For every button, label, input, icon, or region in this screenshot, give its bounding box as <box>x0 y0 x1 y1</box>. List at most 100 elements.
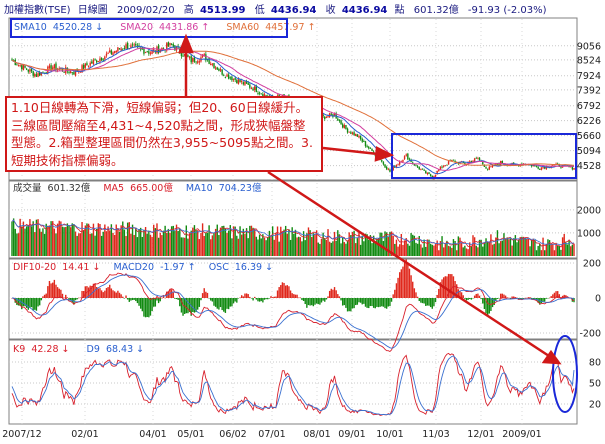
osc-bar <box>368 298 370 309</box>
kd-y-tick: 80 <box>589 358 601 369</box>
osc-bar <box>301 298 303 301</box>
volume-bar <box>179 229 181 256</box>
candle-body <box>229 77 231 79</box>
osc-bar <box>451 274 453 298</box>
candle-body <box>231 76 233 81</box>
osc-bar <box>398 272 401 298</box>
volume-ma10-line <box>11 219 575 246</box>
volume-bar <box>40 231 43 256</box>
x-tick-label: 2009/01 <box>502 429 541 440</box>
volume-bar <box>328 241 331 256</box>
osc-bar <box>345 298 347 308</box>
volume-bar <box>164 225 166 256</box>
osc-bar <box>454 281 456 298</box>
volume-bar <box>532 238 534 256</box>
osc-bar <box>385 298 388 309</box>
candle-body <box>19 65 21 67</box>
candle-body <box>363 141 365 142</box>
osc-bar <box>177 298 179 300</box>
osc-bar <box>188 298 191 312</box>
osc-bar <box>369 298 372 307</box>
volume-bar <box>117 228 119 256</box>
candle-body <box>263 94 266 98</box>
osc-bar <box>276 290 279 298</box>
volume-bar <box>431 244 433 256</box>
osc-bar <box>239 297 241 298</box>
osc-bar <box>506 297 508 298</box>
volume-bar <box>193 225 196 256</box>
volume-bar <box>299 237 302 256</box>
arrow-head-legend-icon <box>178 33 194 54</box>
osc-bar <box>161 297 163 299</box>
volume-bar <box>30 226 33 256</box>
candle-body <box>451 159 453 162</box>
candle-body <box>534 165 536 166</box>
osc-bar <box>255 298 258 300</box>
candle-body <box>87 66 90 67</box>
volume-bar <box>240 234 243 256</box>
osc-bar <box>527 297 530 298</box>
candle-body <box>201 54 204 57</box>
candle-body <box>107 53 109 55</box>
price-legend: SMA10 4520.28 ↓ SMA20 4431.86 ↑ SMA60 44… <box>14 22 316 33</box>
osc-bar <box>55 284 57 298</box>
candle-body <box>571 166 574 170</box>
osc-bar <box>514 297 517 298</box>
osc-bar <box>268 298 271 299</box>
legend-dif-value: 14.41 <box>62 262 89 273</box>
volume-y-tick: 1000 <box>577 228 601 239</box>
candle-body <box>167 42 170 47</box>
volume-bar <box>480 239 482 256</box>
volume-bar <box>105 231 108 256</box>
volume-bar <box>162 230 165 256</box>
candle-body <box>37 73 39 77</box>
candle-body <box>61 69 64 71</box>
volume-bar <box>74 231 77 256</box>
osc-bar <box>91 285 93 298</box>
osc-bar <box>524 297 526 299</box>
volume-bar <box>325 239 328 256</box>
candle-body <box>45 72 47 74</box>
price-y-tick: 4528 <box>577 161 601 172</box>
osc-bar <box>456 284 458 298</box>
osc-bar <box>558 294 561 298</box>
volume-bar <box>423 239 425 256</box>
osc-bar <box>508 297 510 299</box>
osc-bar <box>135 298 137 302</box>
candle-body <box>104 56 106 60</box>
volume-bar <box>389 232 391 256</box>
volume-bar <box>446 240 448 256</box>
volume-bar <box>32 221 34 256</box>
osc-bar <box>371 298 373 307</box>
osc-bar <box>208 298 210 299</box>
volume-bar <box>361 235 363 256</box>
volume-bar <box>433 245 435 256</box>
header-low-label: 低 <box>255 3 265 16</box>
volume-bar <box>309 230 311 256</box>
volume-bar <box>426 239 429 256</box>
legend-macd-name: MACD20 <box>113 262 154 273</box>
osc-bar <box>37 298 39 307</box>
volume-bar <box>482 246 484 256</box>
header-unit: 點 <box>395 3 405 16</box>
candle-body <box>364 141 367 147</box>
volume-bar <box>123 229 126 256</box>
osc-bar <box>193 298 196 313</box>
candle-body <box>491 165 494 167</box>
volume-bar <box>368 239 370 256</box>
candle-body <box>53 64 56 69</box>
volume-bar <box>452 239 455 256</box>
candle-body <box>506 164 508 166</box>
candle-body <box>371 148 373 151</box>
osc-bar <box>374 298 376 309</box>
candle-body <box>369 147 372 149</box>
volume-bar <box>421 247 424 256</box>
osc-bar <box>478 295 481 298</box>
volume-bar <box>252 227 254 256</box>
volume-bar <box>21 226 23 256</box>
volume-bar <box>488 241 490 256</box>
header-low: 4436.94 <box>271 5 317 16</box>
osc-bar <box>534 298 536 300</box>
volume-bar <box>568 240 570 256</box>
